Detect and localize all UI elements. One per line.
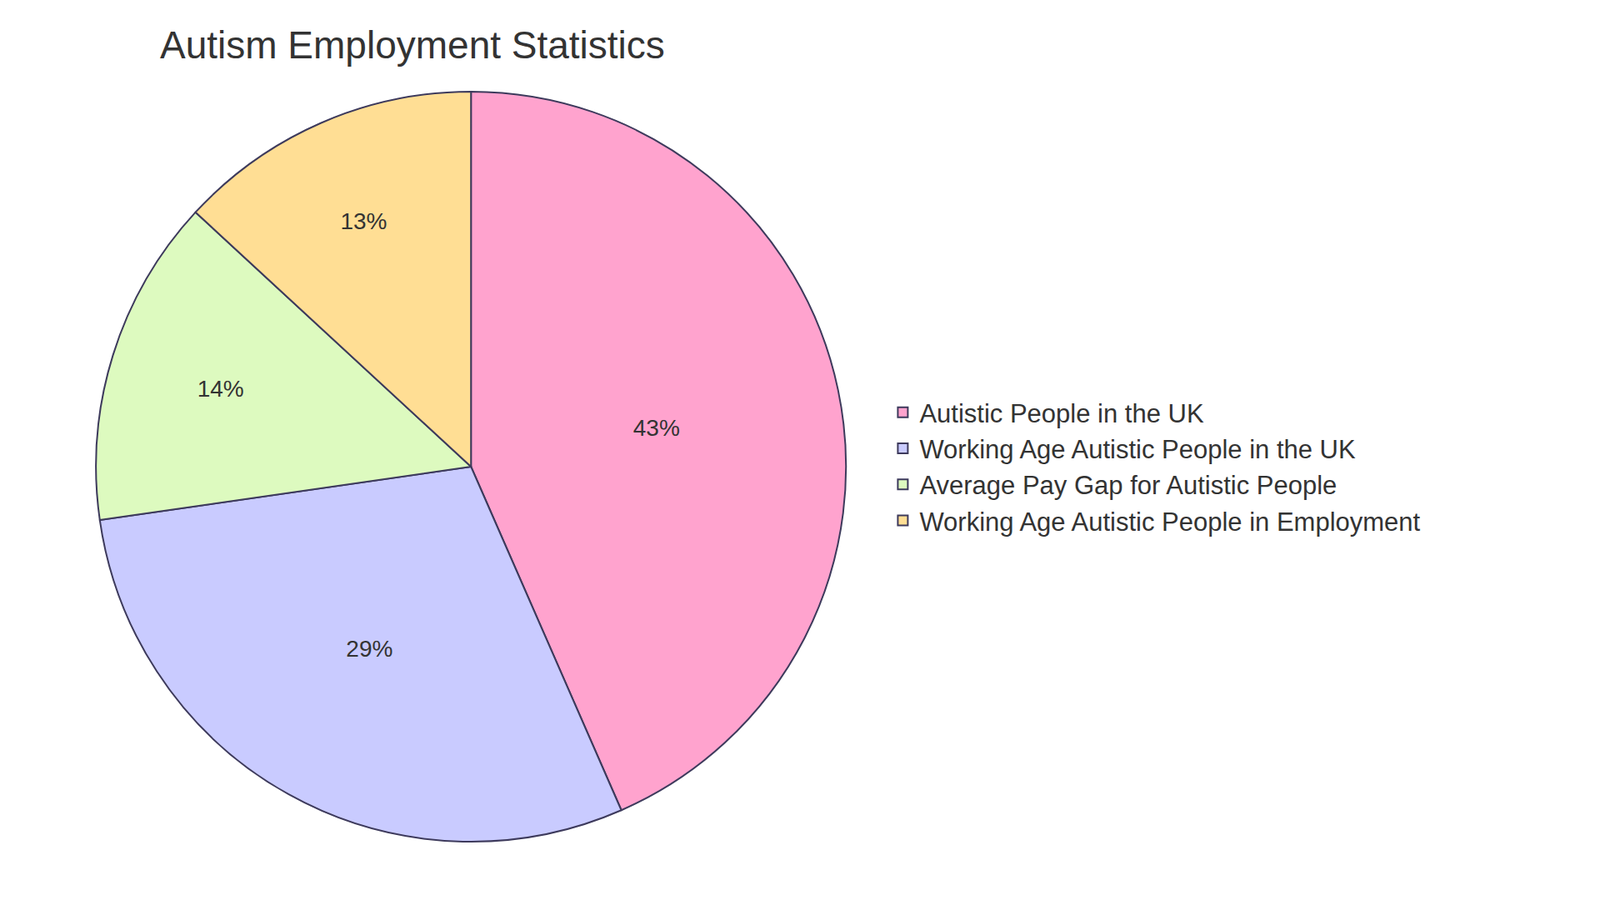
svg-text:14%: 14% [197, 375, 245, 402]
svg-text:Working Age Autistic People in: Working Age Autistic People in the UK [919, 435, 1356, 465]
svg-text:43%: 43% [633, 415, 680, 441]
svg-text:13%: 13% [340, 208, 387, 235]
svg-text:29%: 29% [345, 635, 393, 662]
svg-text:Working Age Autistic People in: Working Age Autistic People in Employmen… [919, 507, 1420, 537]
svg-text:Autistic People in the UK: Autistic People in the UK [919, 399, 1205, 429]
svg-text:Average Pay Gap for Autistic P: Average Pay Gap for Autistic People [919, 470, 1337, 500]
svg-text:Autism Employment Statistics: Autism Employment Statistics [160, 23, 665, 67]
